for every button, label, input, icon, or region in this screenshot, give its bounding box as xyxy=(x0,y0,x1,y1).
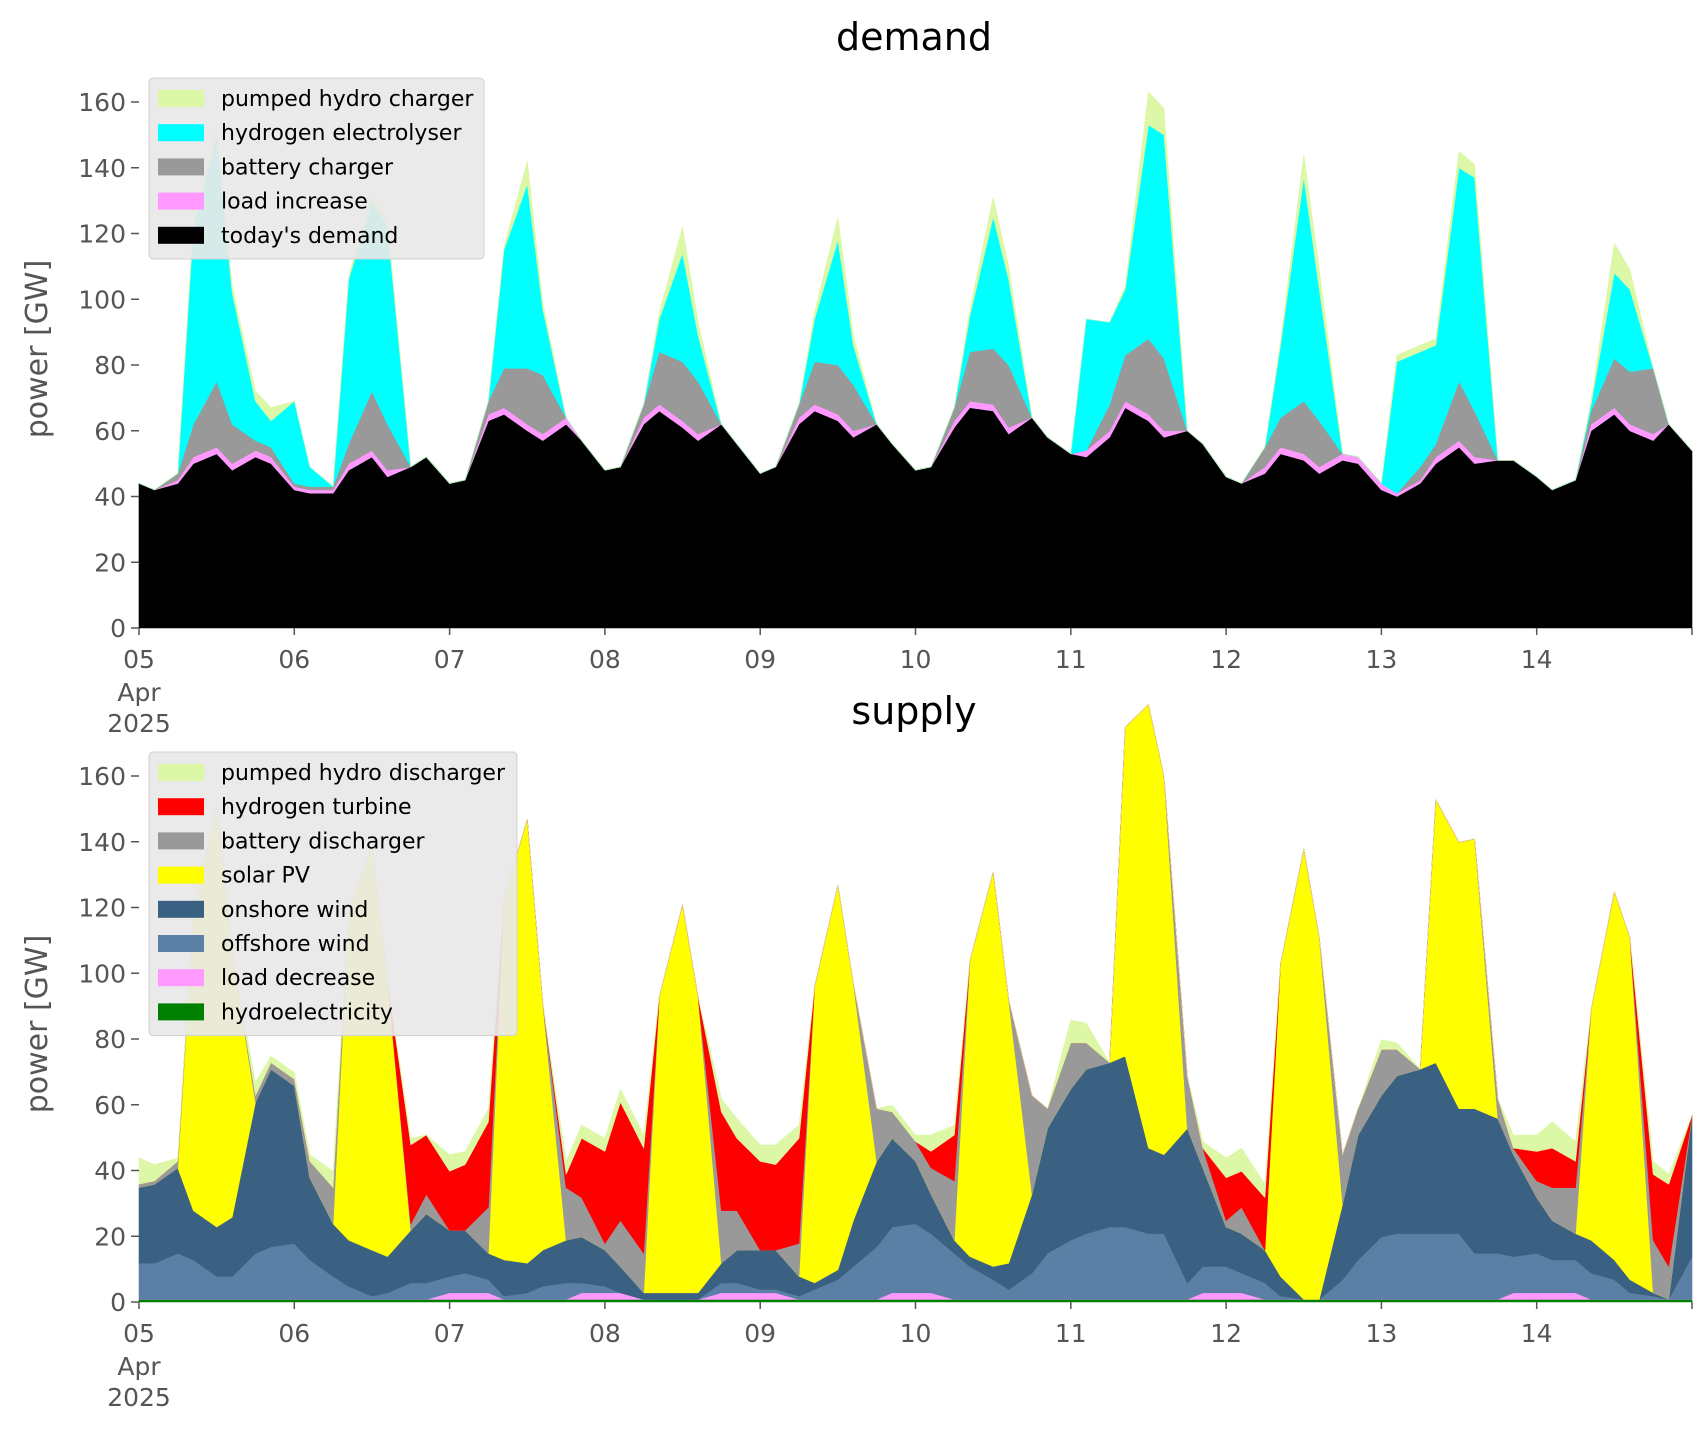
demand-x-tick-label: 09 xyxy=(744,645,776,674)
supply-chart-title: supply xyxy=(851,689,976,733)
demand-legend-swatch-pumped-hydro-charger xyxy=(158,90,204,107)
supply-x-tick-label: 11 xyxy=(1055,1319,1087,1348)
demand-y-tick-label: 120 xyxy=(78,220,126,249)
demand-chart: demand power [GW] 0204060801001201401600… xyxy=(20,15,1693,738)
demand-y-tick-label: 100 xyxy=(78,285,126,314)
demand-x-tick-label: 10 xyxy=(900,645,932,674)
demand-legend-box xyxy=(148,77,485,260)
demand-chart-title: demand xyxy=(836,15,992,59)
supply-y-tick-label: 0 xyxy=(110,1288,126,1317)
demand-y-tick-label: 60 xyxy=(94,417,126,446)
supply-x-tick-label: 12 xyxy=(1210,1319,1242,1348)
supply-legend-swatch-offshore-wind xyxy=(158,935,204,952)
supply-y-tick-label: 140 xyxy=(78,828,126,857)
demand-x-tick-year: 2025 xyxy=(107,709,171,738)
demand-legend-label-pumped-hydro-charger: pumped hydro charger xyxy=(221,87,474,112)
supply-y-tick-label: 40 xyxy=(94,1157,126,1186)
supply-legend-label-hydrogen-turbine: hydrogen turbine xyxy=(221,795,412,820)
demand-legend-label-load-increase: load increase xyxy=(221,190,368,215)
supply-legend-swatch-hydrogen-turbine xyxy=(158,798,204,816)
supply-x-tick-label: 07 xyxy=(434,1319,466,1348)
demand-y-tick-label: 20 xyxy=(94,548,126,577)
supply-y-tick-label: 160 xyxy=(78,762,126,791)
supply-x-tick-label: 05 xyxy=(123,1319,155,1348)
supply-y-axis-label: power [GW] xyxy=(20,935,55,1114)
supply-legend: pumped hydro discharger hydrogen turbine b… xyxy=(148,751,518,1037)
demand-legend-swatch-today-s-demand xyxy=(158,226,204,244)
demand-area-pumped-hydro-charger xyxy=(138,91,1693,491)
supply-y-tick-label: 20 xyxy=(94,1222,126,1251)
demand-legend-swatch-load-increase xyxy=(158,192,204,210)
demand-y-tick-label: 0 xyxy=(110,614,126,643)
supply-stacked-areas xyxy=(138,704,1693,1303)
demand-x-tick-month: Apr xyxy=(117,678,161,707)
demand-legend-label-battery-charger: battery charger xyxy=(221,155,394,180)
demand-y-tick-label: 40 xyxy=(94,483,126,512)
supply-x-tick-label: 08 xyxy=(589,1319,621,1348)
demand-x-tick-label: 11 xyxy=(1055,645,1087,674)
supply-y-tick-label: 60 xyxy=(94,1091,126,1120)
supply-area-pumped-hydro-discharger xyxy=(138,704,1693,1198)
supply-legend-label-onshore-wind: onshore wind xyxy=(221,898,368,923)
demand-stacked-areas xyxy=(138,91,1693,629)
supply-x-tick-label: 09 xyxy=(744,1319,776,1348)
supply-legend-swatch-hydroelectricity xyxy=(158,1003,204,1021)
supply-x-tick-month: Apr xyxy=(117,1352,161,1381)
supply-legend-swatch-pumped-hydro-discharger xyxy=(158,764,204,781)
supply-legend-swatch-load-decrease xyxy=(158,969,204,987)
supply-chart: supply power [GW] 0204060801001201401600… xyxy=(20,689,1693,1412)
demand-x-tick-label: 14 xyxy=(1521,645,1553,674)
supply-legend-swatch-battery-discharger xyxy=(158,832,204,850)
supply-y-tick-label: 120 xyxy=(78,894,126,923)
supply-legend-swatch-onshore-wind xyxy=(158,900,204,918)
demand-x-tick-label: 05 xyxy=(123,645,155,674)
supply-legend-box xyxy=(148,751,518,1037)
supply-x-tick-year: 2025 xyxy=(107,1383,171,1412)
demand-legend: pumped hydro charger hydrogen electrolyse… xyxy=(148,77,485,260)
supply-legend-label-hydroelectricity: hydroelectricity xyxy=(221,1000,393,1025)
demand-legend-swatch-hydrogen-electrolyser xyxy=(158,124,204,142)
supply-legend-label-offshore-wind: offshore wind xyxy=(221,932,370,957)
supply-x-tick-label: 13 xyxy=(1365,1319,1397,1348)
demand-y-axis-label: power [GW] xyxy=(20,260,55,439)
supply-y-tick-label: 100 xyxy=(78,959,126,988)
demand-y-tick-label: 160 xyxy=(78,88,126,117)
supply-legend-label-solar-pv: solar PV xyxy=(221,864,310,889)
demand-x-tick-label: 07 xyxy=(434,645,466,674)
supply-area-hydroelectricity xyxy=(138,1299,1693,1303)
supply-legend-label-load-decrease: load decrease xyxy=(221,966,375,991)
supply-legend-label-battery-discharger: battery discharger xyxy=(221,829,426,854)
supply-y-tick-label: 80 xyxy=(94,1025,126,1054)
demand-x-tick-label: 06 xyxy=(278,645,310,674)
supply-legend-label-pumped-hydro-discharger: pumped hydro discharger xyxy=(221,761,506,786)
demand-legend-label-hydrogen-electrolyser: hydrogen electrolyser xyxy=(221,121,462,146)
supply-x-tick-label: 14 xyxy=(1521,1319,1553,1348)
demand-x-tick-label: 13 xyxy=(1365,645,1397,674)
supply-legend-swatch-solar-pv xyxy=(158,866,204,884)
demand-y-tick-label: 140 xyxy=(78,154,126,183)
demand-legend-label-today-s-demand: today's demand xyxy=(221,224,398,249)
demand-legend-swatch-battery-charger xyxy=(158,158,204,176)
supply-x-tick-label: 06 xyxy=(278,1319,310,1348)
demand-x-tick-label: 12 xyxy=(1210,645,1242,674)
demand-x-tick-label: 08 xyxy=(589,645,621,674)
demand-y-tick-label: 80 xyxy=(94,351,126,380)
supply-x-tick-label: 10 xyxy=(900,1319,932,1348)
